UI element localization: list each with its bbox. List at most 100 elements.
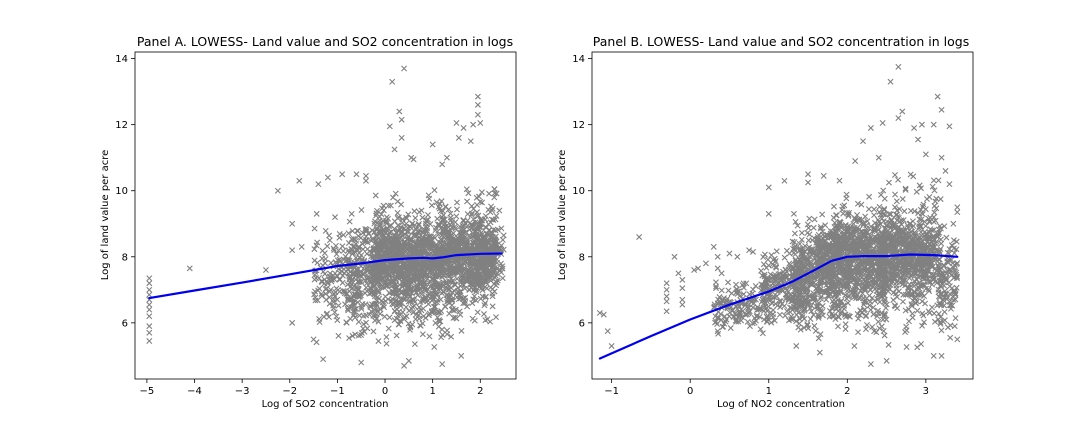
panel-b-data-point [805, 237, 812, 244]
panel-b-data-point [875, 154, 882, 161]
panel-a-data-point [350, 311, 357, 318]
panel-a-data-point [390, 194, 397, 201]
panel-a-data-point [353, 171, 360, 178]
panel-a-data-point [434, 215, 441, 222]
panel-a-data-point [490, 226, 497, 233]
panel-b-data-point [951, 323, 958, 330]
panel-a-data-point [456, 223, 463, 230]
panel-b-data-point [938, 154, 945, 161]
panel-a-data-point [362, 177, 369, 184]
panel-b-data-point [760, 254, 767, 260]
panel-a-data-point [451, 281, 458, 288]
panel-a-data-point [473, 194, 480, 201]
panel-b-data-point [895, 176, 902, 183]
panel-a-data-point [429, 141, 436, 148]
panel-a-data-point [395, 299, 402, 306]
panel-a-data-point [316, 316, 323, 322]
panel-a-data-point [480, 311, 487, 318]
panel-a-x-ticks: −5 −4 −3 −2 −1 0 1 2 [140, 379, 483, 397]
panel-a-data-point [439, 161, 446, 168]
panel-a-data-point [339, 171, 346, 178]
panel-a-data-point [445, 206, 452, 213]
panel-b-data-point [946, 283, 953, 290]
panel-a-data-point [376, 295, 383, 302]
panel-b-data-point [781, 177, 788, 184]
panel-b-data-point [804, 229, 811, 236]
panel-a-x-tick-label: −3 [235, 386, 250, 397]
panel-a-data-point [483, 224, 490, 231]
panel-b-data-point [876, 299, 883, 306]
panel-a-data-point [444, 296, 451, 303]
panel-a-data-point [186, 265, 193, 272]
panel-b-data-point [852, 158, 859, 164]
panel-a-data-point [336, 234, 343, 241]
panel-a-data-point [362, 290, 369, 297]
panel-b-data-point [938, 352, 945, 359]
panel-a-data-point [369, 235, 376, 242]
panel-b-data-point [663, 298, 670, 305]
panel-a-data-point [322, 227, 329, 234]
panel-a-data-point [493, 314, 500, 321]
panel-a-data-point [357, 254, 364, 261]
panel-a-data-point [345, 240, 352, 246]
panel-a-data-point [474, 209, 481, 216]
panel-a-data-point [458, 352, 465, 359]
panel-a-data-point [319, 247, 326, 254]
panel-b-data-point [899, 196, 906, 203]
panel-a-data-point [438, 198, 445, 205]
panel-a-data-point [416, 209, 423, 215]
panel-a-data-point [411, 208, 418, 215]
panel-a-data-point [444, 298, 451, 305]
panel-a-data-point [489, 286, 496, 292]
panel-a-data-point [449, 297, 456, 304]
panel-b-data-point [935, 177, 942, 184]
panel-a-data-point [474, 101, 481, 108]
panel-b-data-point [866, 193, 873, 200]
panel-b-data-point [899, 298, 906, 305]
panel-a-data-point [491, 186, 498, 193]
panel-b-data-point [865, 206, 872, 213]
panel-a-data-point [372, 192, 379, 199]
panel-a-data-point [355, 233, 362, 240]
panel-b-data-point [770, 307, 777, 314]
panel-a-data-point [470, 121, 477, 128]
panel-a-data-point [354, 227, 361, 234]
panel-a-data-point [474, 309, 481, 316]
panel-a-data-point [475, 212, 482, 219]
panel-b-data-point [883, 357, 890, 364]
panel-b-data-point [887, 78, 894, 85]
panel-a-data-point [351, 243, 358, 250]
panel-b-data-point [765, 262, 772, 269]
panel-a-y-tick-label: 14 [115, 54, 128, 65]
panel-a-data-point [146, 313, 153, 320]
panel-a-data-point [146, 280, 153, 287]
panel-a-data-point [333, 313, 340, 320]
panel-b-data-point [947, 334, 954, 341]
panel-a-data-point [353, 266, 360, 273]
panel-a-data-point [326, 232, 333, 239]
panel-b-data-point [895, 115, 902, 122]
panel-a-data-point [337, 270, 344, 277]
panel-a-data-point [311, 246, 318, 253]
panel-a-data-point [320, 356, 327, 363]
panel-b-data-point [893, 285, 900, 292]
panel-b-data-point [765, 210, 772, 217]
panel-a-data-point [407, 298, 414, 305]
panel-b-data-point [675, 270, 682, 277]
panel-a-data-point [408, 290, 415, 297]
panel-b-data-point [892, 172, 898, 179]
panel-a-data-point [410, 309, 417, 316]
panel-a-data-point [493, 190, 500, 197]
panel-a-data-point [340, 247, 347, 254]
panel-b-data-point [679, 276, 686, 283]
panel-b-data-point [938, 106, 945, 113]
panel-a-data-point [499, 275, 506, 282]
panel-a-data-point [345, 296, 352, 303]
panel-b-data-point [710, 243, 717, 250]
panel-a-y-axis-label: Log of land value per acre [100, 150, 111, 281]
panel-a-data-point [372, 212, 379, 219]
panel-b-data-point [954, 204, 961, 211]
panel-a-data-point [440, 212, 447, 219]
panel-a-data-point [487, 318, 494, 325]
